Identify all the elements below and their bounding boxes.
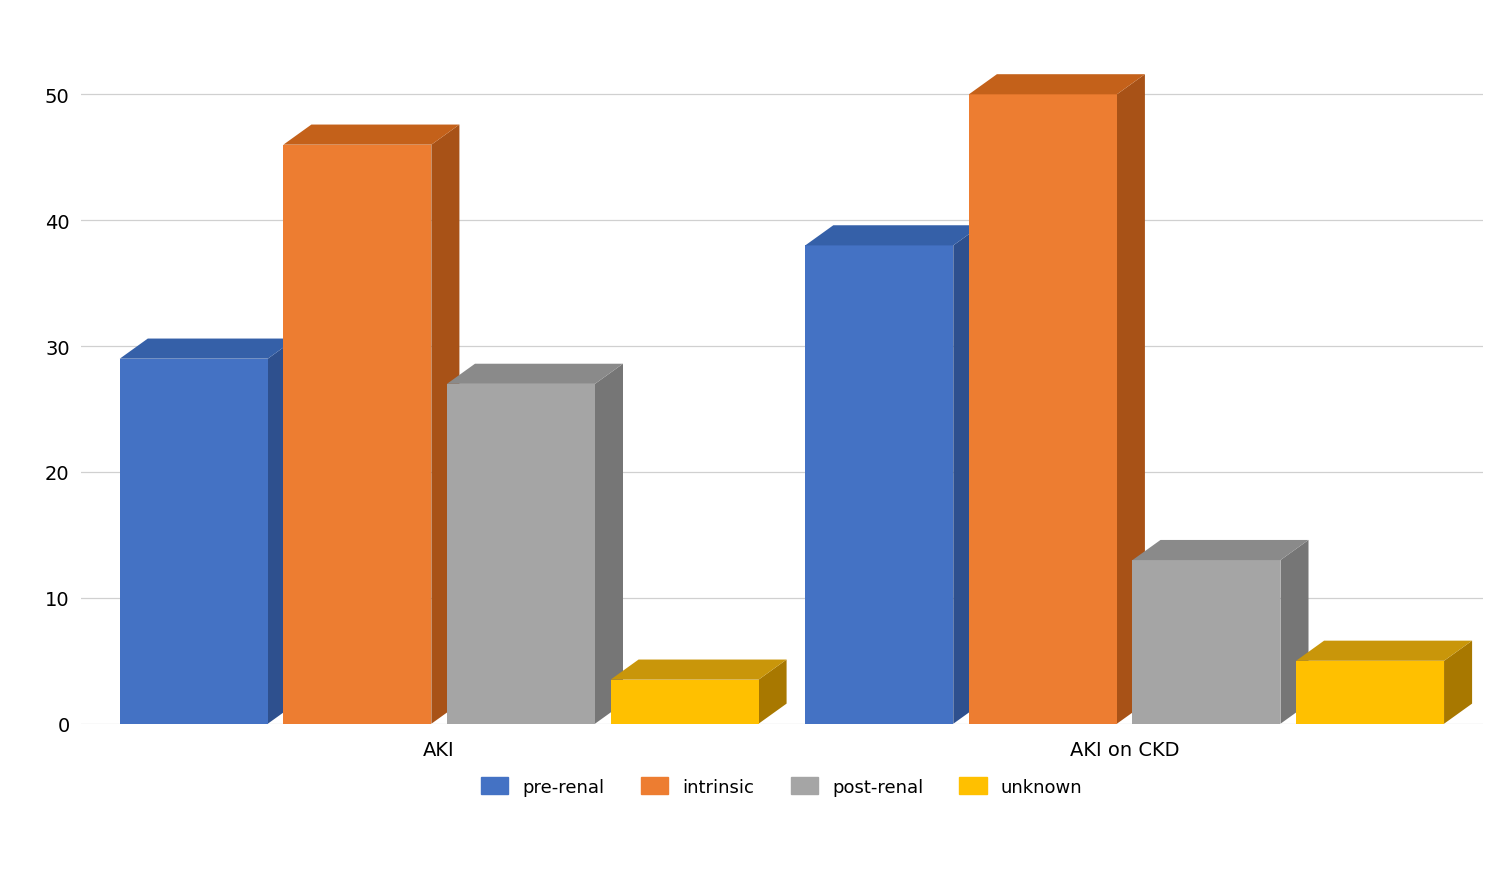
Polygon shape — [1281, 541, 1309, 724]
Polygon shape — [446, 384, 595, 724]
Polygon shape — [268, 339, 295, 724]
Polygon shape — [120, 359, 268, 724]
Polygon shape — [595, 364, 623, 724]
Polygon shape — [1132, 561, 1281, 724]
Polygon shape — [806, 246, 953, 724]
Polygon shape — [283, 125, 460, 145]
Polygon shape — [969, 96, 1118, 724]
Polygon shape — [758, 660, 786, 724]
Polygon shape — [611, 680, 758, 724]
Polygon shape — [446, 364, 623, 384]
Polygon shape — [283, 145, 431, 724]
Polygon shape — [953, 226, 981, 724]
Polygon shape — [611, 660, 786, 680]
Polygon shape — [431, 125, 460, 724]
Polygon shape — [806, 226, 981, 246]
Legend: pre-renal, intrinsic, post-renal, unknown: pre-renal, intrinsic, post-renal, unknow… — [472, 768, 1092, 805]
Polygon shape — [1296, 641, 1473, 661]
Polygon shape — [969, 75, 1144, 96]
Polygon shape — [1132, 541, 1309, 561]
Polygon shape — [1296, 661, 1444, 724]
Polygon shape — [1444, 641, 1473, 724]
Polygon shape — [1118, 75, 1144, 724]
Polygon shape — [120, 339, 295, 359]
